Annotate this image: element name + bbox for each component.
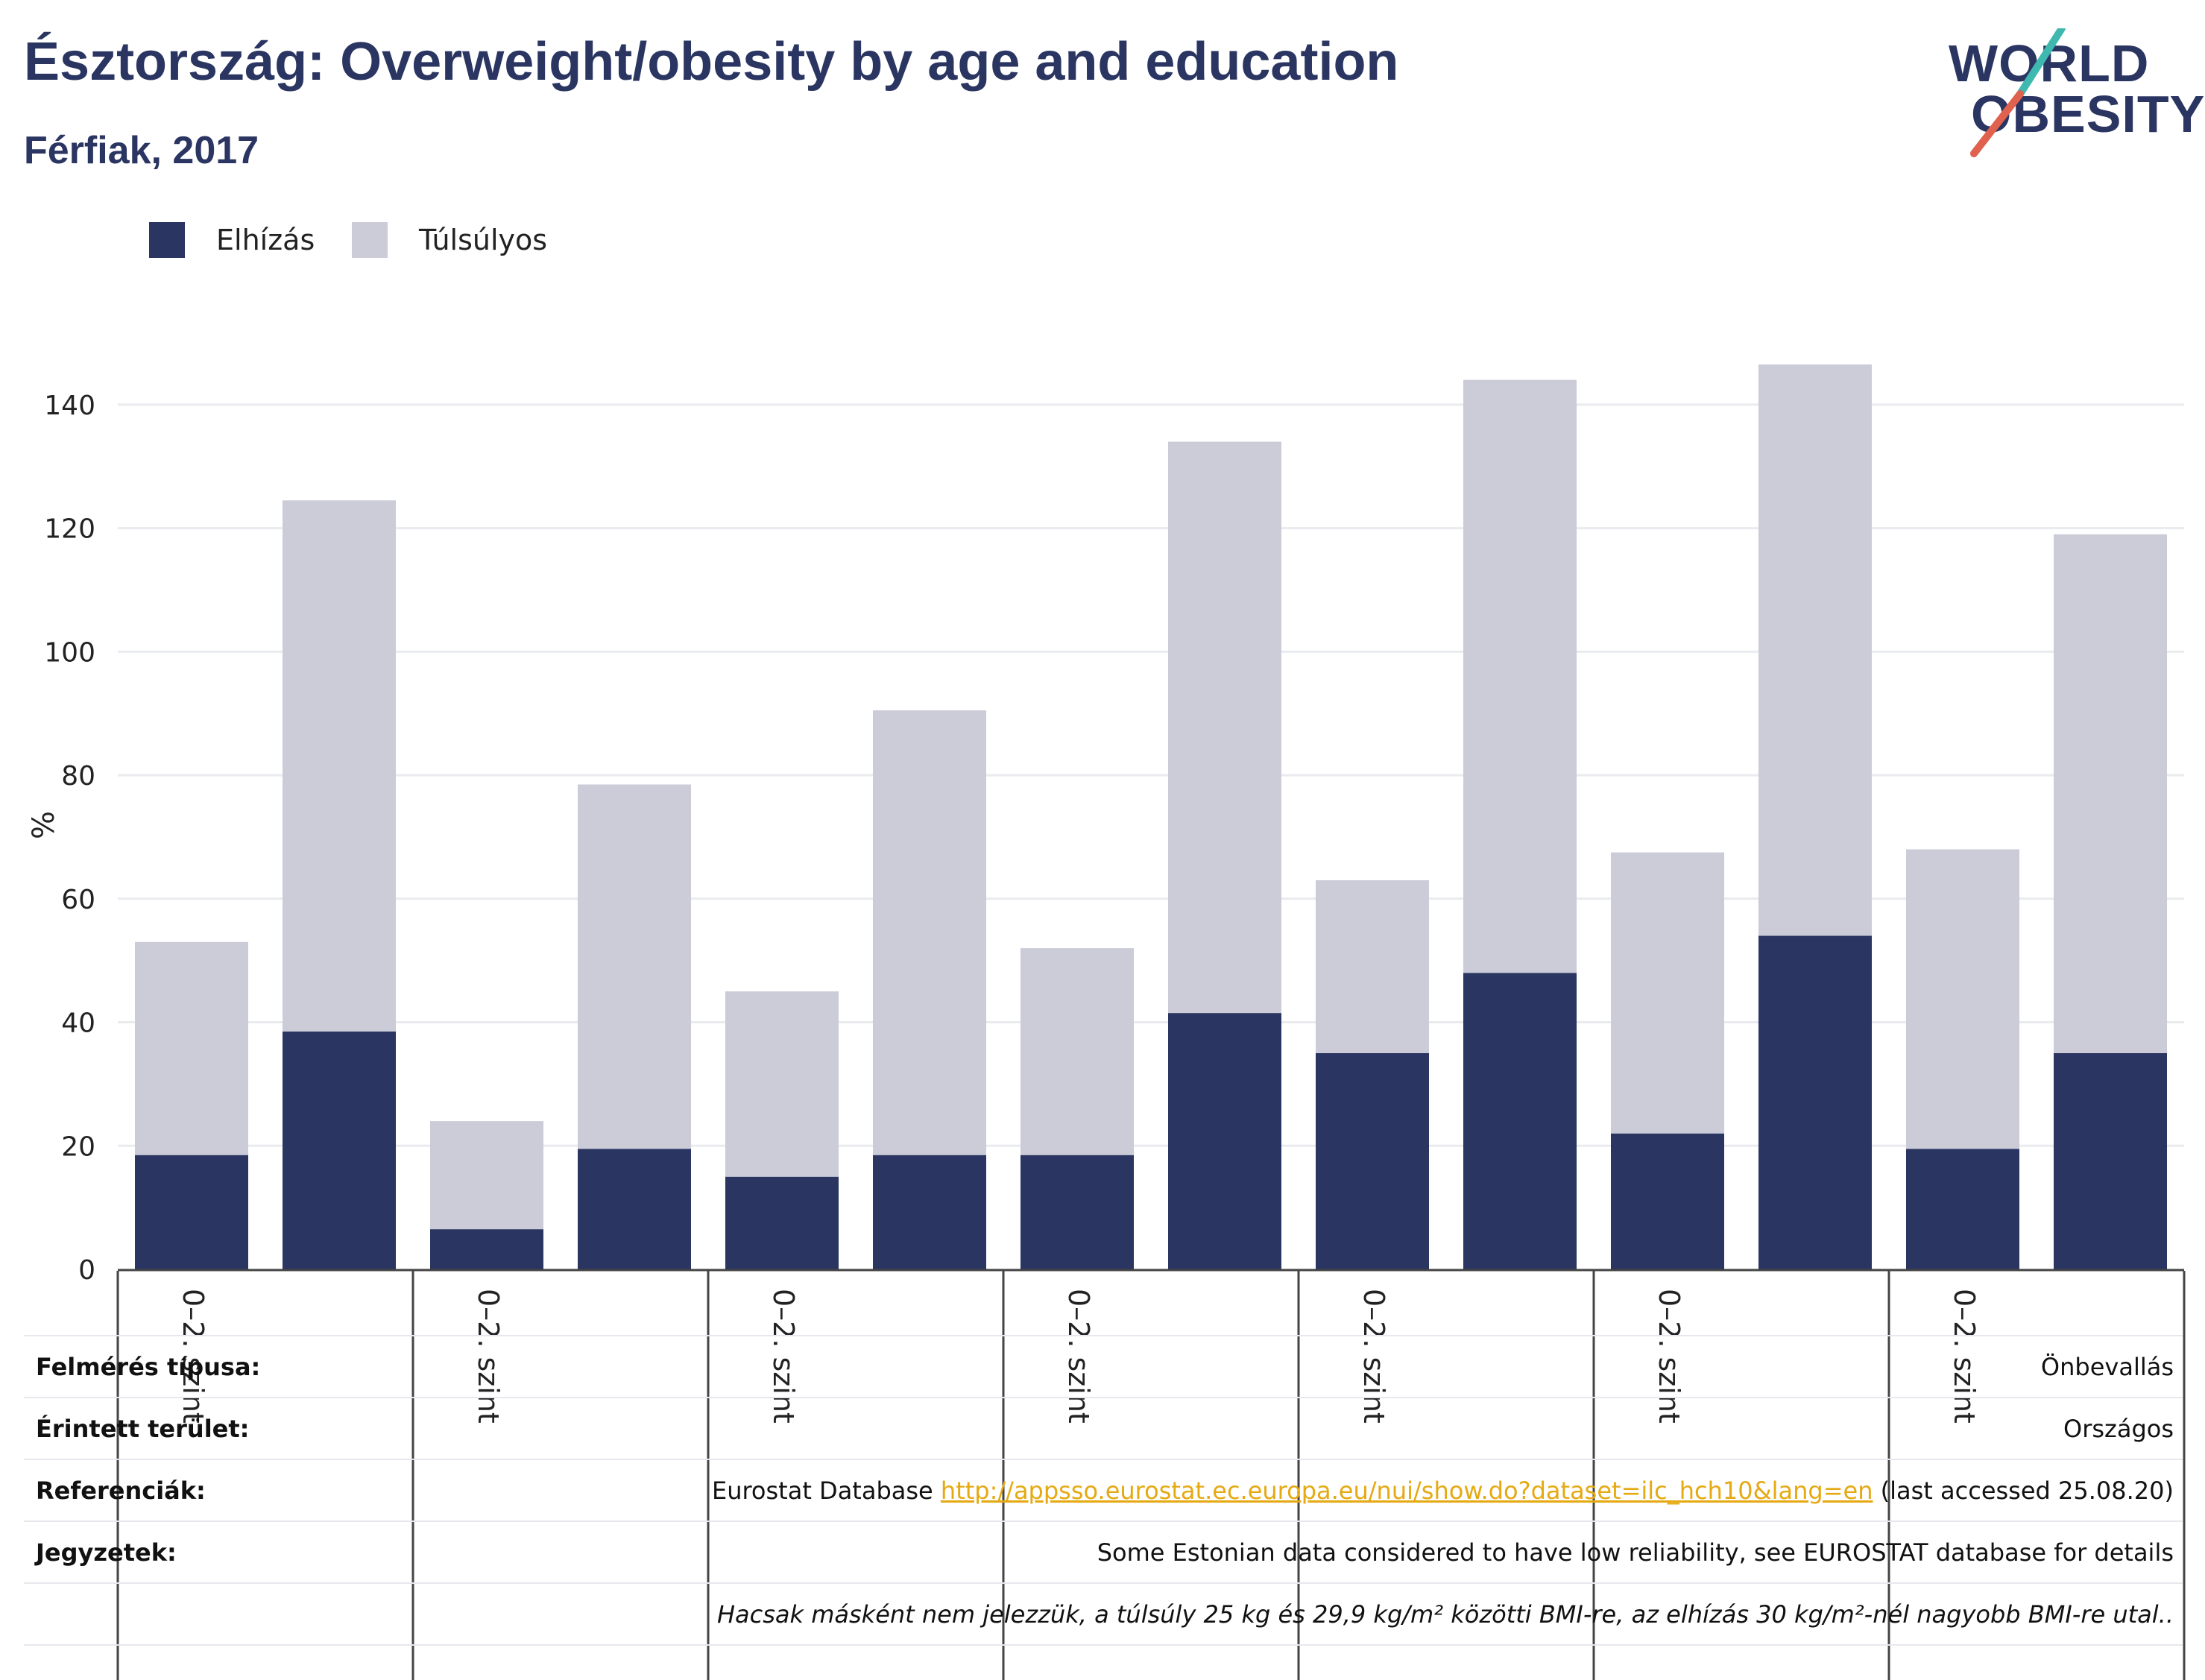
y-tick-label: 0	[78, 1255, 95, 1286]
bar-segment-elhizas	[1316, 1052, 1429, 1269]
bar-segment-tulsulyos	[2054, 534, 2167, 1053]
bar-segment-elhizas	[1463, 973, 1577, 1269]
bar-segment-elhizas	[725, 1176, 839, 1269]
x-group-label: 0–2. szint	[1653, 1289, 1685, 1424]
bar-segment-elhizas	[1758, 935, 1872, 1269]
bar-segment-elhizas	[1021, 1155, 1134, 1269]
bar-segment-tulsulyos	[1611, 852, 1724, 1134]
bar-segment-tulsulyos	[725, 991, 839, 1177]
bar-segment-tulsulyos	[1168, 441, 1281, 1014]
bar-segment-elhizas	[135, 1155, 248, 1269]
meta-divider	[24, 1335, 2183, 1336]
meta-value-references: Eurostat Database http://appsso.eurostat…	[712, 1477, 2174, 1505]
meta-value-notes: Some Estonian data considered to have lo…	[1097, 1538, 2174, 1567]
meta-row-definition: Hacsak másként nem jelezzük, a túlsúly 2…	[24, 1584, 2183, 1646]
meta-label-survey-type: Felmérés típusa:	[36, 1353, 261, 1381]
y-tick-label: 100	[44, 637, 95, 668]
x-group-label: 0–2. szint	[177, 1289, 209, 1424]
y-tick-label: 140	[44, 391, 95, 421]
meta-row-area: Érintett terület: Országos	[24, 1398, 2183, 1460]
world-obesity-logo: WORLD OBESITY	[1938, 28, 2204, 162]
x-group-label: 0–2. szint	[1948, 1289, 1981, 1424]
logo-text-obesity: OBESITY	[1971, 85, 2205, 143]
bar-segment-elhizas	[430, 1229, 543, 1269]
bar-segment-elhizas	[578, 1149, 691, 1269]
logo-slash-icon	[1970, 28, 2066, 157]
x-group-label: 0–2. szint	[1357, 1289, 1390, 1424]
x-group-label: 0–2. szint	[1062, 1289, 1095, 1424]
legend-swatch-elhizas	[149, 222, 185, 258]
meta-value-definition: Hacsak másként nem jelezzük, a túlsúly 2…	[716, 1600, 2174, 1629]
bar-segment-elhizas	[1611, 1133, 1724, 1269]
meta-divider	[24, 1644, 2183, 1646]
bar-segment-tulsulyos	[1316, 880, 1429, 1053]
bar-segment-elhizas	[283, 1031, 396, 1269]
y-tick-label: 60	[61, 885, 95, 915]
meta-value-area: Országos	[2063, 1415, 2174, 1443]
meta-row-survey-type: Felmérés típusa: Önbevallás	[24, 1336, 2183, 1398]
meta-divider	[24, 1582, 2183, 1584]
bar-segment-tulsulyos	[1021, 948, 1134, 1155]
meta-row-notes: Jegyzetek: Some Estonian data considered…	[24, 1522, 2183, 1584]
y-tick-label: 20	[61, 1131, 95, 1162]
y-tick-label: 80	[61, 761, 95, 792]
bar-segment-tulsulyos	[578, 784, 691, 1149]
bar-segment-tulsulyos	[1906, 849, 2019, 1149]
bar-segment-tulsulyos	[135, 941, 248, 1155]
meta-label-area: Érintett terület:	[36, 1415, 250, 1443]
legend-label-elhizas: Elhízás	[216, 224, 315, 256]
bar-segment-elhizas	[1906, 1149, 2019, 1269]
x-group-label: 0–2. szint	[472, 1289, 505, 1424]
y-tick-label: 120	[44, 514, 95, 545]
bar-segment-elhizas	[873, 1155, 986, 1269]
meta-divider	[24, 1520, 2183, 1522]
legend-label-tulsulyos: Túlsúlyos	[419, 224, 548, 256]
bar-segment-tulsulyos	[873, 710, 986, 1155]
legend-swatch-tulsulyos	[352, 222, 388, 258]
meta-divider	[24, 1459, 2183, 1460]
reference-prefix: Eurostat Database	[711, 1477, 941, 1505]
reference-link[interactable]: http://appsso.eurostat.ec.europa.eu/nui/…	[940, 1477, 1873, 1505]
meta-label-notes: Jegyzetek:	[36, 1538, 177, 1567]
meta-label-references: Referenciák:	[36, 1477, 206, 1505]
meta-value-survey-type: Önbevallás	[2040, 1353, 2174, 1381]
reference-suffix: (last accessed 25.08.20)	[1873, 1477, 2174, 1505]
bar-segment-tulsulyos	[1463, 379, 1577, 973]
x-group-label: 0–2. szint	[767, 1289, 800, 1424]
bar-segment-tulsulyos	[1758, 364, 1872, 936]
y-tick-label: 40	[61, 1008, 95, 1039]
chart-title: Észtország: Overweight/obesity by age an…	[24, 32, 1399, 92]
bar-segment-elhizas	[1168, 1013, 1281, 1269]
bar-segment-tulsulyos	[430, 1121, 543, 1230]
bar-segment-elhizas	[2054, 1052, 2167, 1269]
bar-segment-tulsulyos	[283, 500, 396, 1032]
y-axis-label: %	[27, 811, 61, 839]
meta-row-references: Referenciák: Eurostat Database http://ap…	[24, 1460, 2183, 1522]
meta-divider	[24, 1397, 2183, 1398]
chart-subtitle: Férfiak, 2017	[24, 129, 259, 172]
